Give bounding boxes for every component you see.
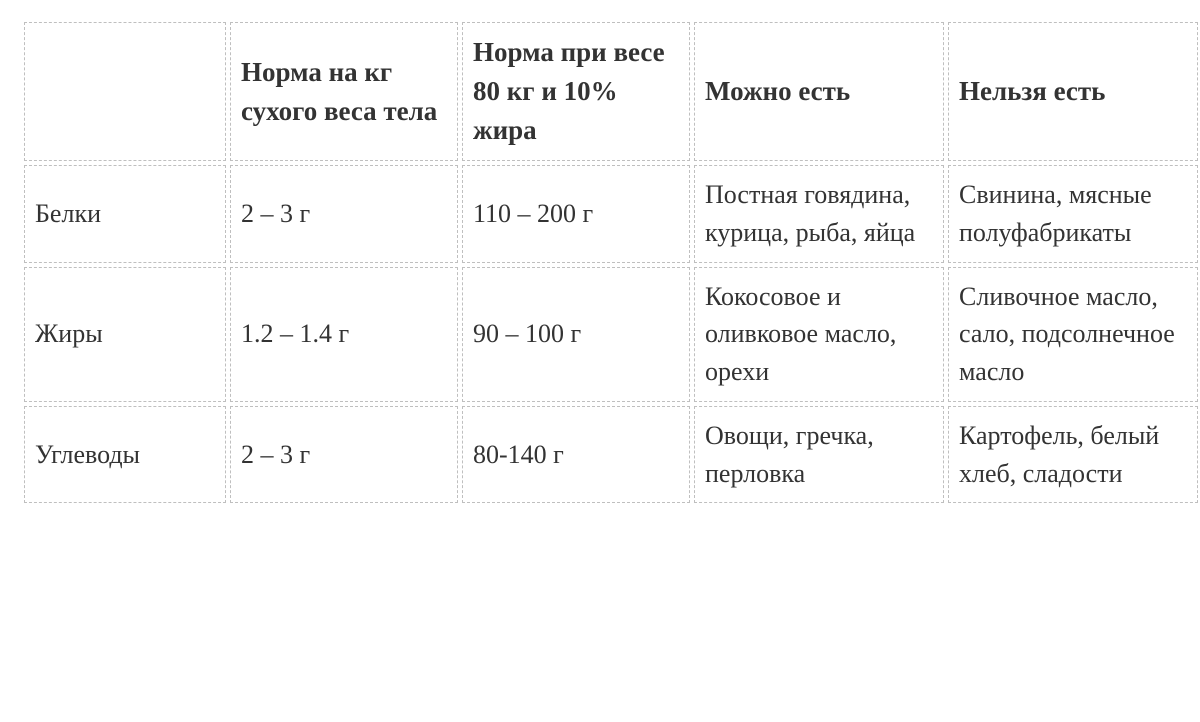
nutrition-table: Норма на кг сухого веса тела Норма при в… (20, 18, 1200, 507)
cell-per-80kg: 90 – 100 г (462, 267, 690, 402)
cell-nutrient: Углеводы (24, 406, 226, 503)
cell-per-kg: 2 – 3 г (230, 406, 458, 503)
cell-per-kg: 2 – 3 г (230, 165, 458, 262)
cell-per-80kg: 80-140 г (462, 406, 690, 503)
cell-nutrient: Жиры (24, 267, 226, 402)
cell-per-80kg: 110 – 200 г (462, 165, 690, 262)
cell-allowed: Постная говядина, курица, рыба, яйца (694, 165, 944, 262)
cell-per-kg: 1.2 – 1.4 г (230, 267, 458, 402)
nutrition-table-container: Норма на кг сухого веса тела Норма при в… (0, 0, 1200, 525)
cell-allowed: Кокосовое и оливковое масло, орехи (694, 267, 944, 402)
col-header-nutrient (24, 22, 226, 161)
cell-forbidden: Свинина, мясные полуфабрикаты (948, 165, 1198, 262)
cell-nutrient: Белки (24, 165, 226, 262)
table-row: Углеводы 2 – 3 г 80-140 г Овощи, гречка,… (24, 406, 1198, 503)
cell-forbidden: Картофель, белый хлеб, сладости (948, 406, 1198, 503)
table-row: Жиры 1.2 – 1.4 г 90 – 100 г Кокосовое и … (24, 267, 1198, 402)
cell-forbidden: Сливочное масло, сало, подсолнечное масл… (948, 267, 1198, 402)
col-header-allowed: Можно есть (694, 22, 944, 161)
col-header-forbidden: Нельзя есть (948, 22, 1198, 161)
table-row: Белки 2 – 3 г 110 – 200 г Постная говяди… (24, 165, 1198, 262)
col-header-per-kg: Норма на кг сухого веса тела (230, 22, 458, 161)
col-header-per-80kg: Норма при весе 80 кг и 10% жира (462, 22, 690, 161)
table-header-row: Норма на кг сухого веса тела Норма при в… (24, 22, 1198, 161)
cell-allowed: Овощи, гречка, перловка (694, 406, 944, 503)
